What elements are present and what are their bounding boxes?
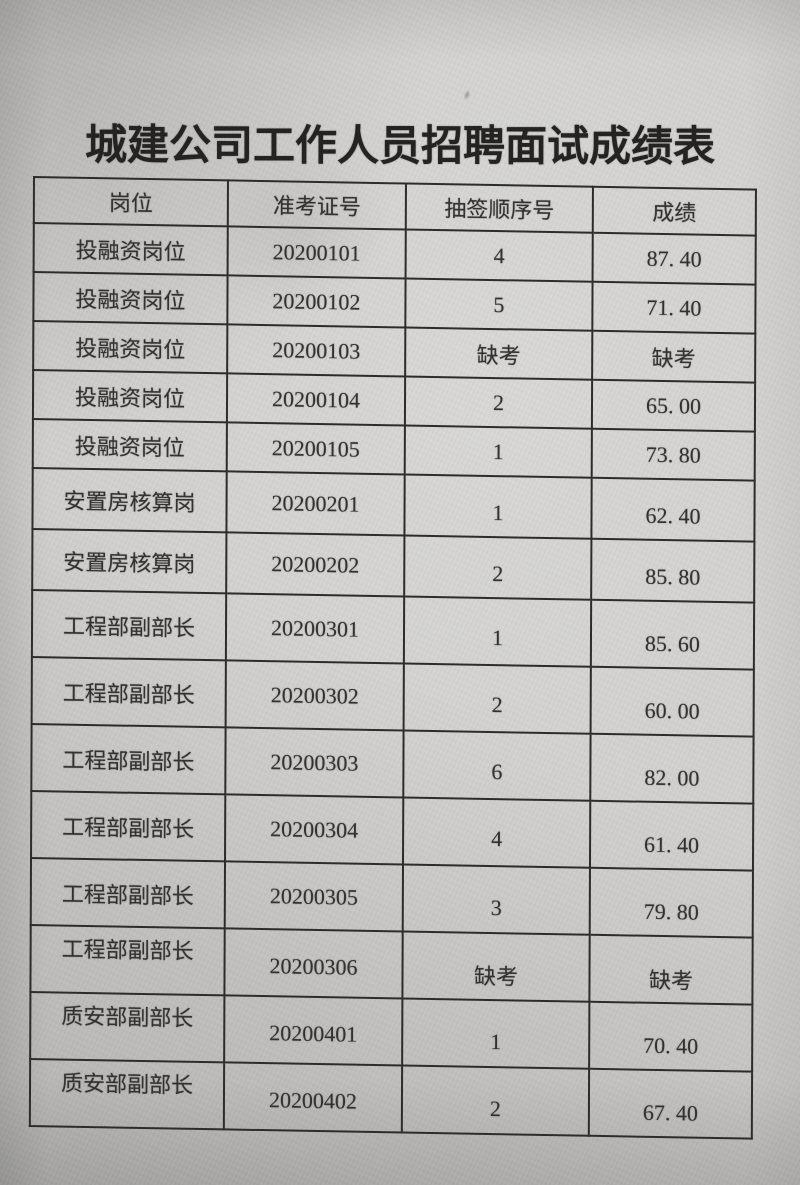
table-cell: 2 (403, 663, 591, 734)
table-cell: 65. 00 (591, 379, 756, 432)
table-cell: 缺考 (592, 330, 756, 383)
table-cell: 20200202 (226, 532, 405, 597)
table-cell: 工程部副部长 (31, 724, 226, 795)
table-cell: 2 (404, 535, 592, 600)
table-cell: 1 (404, 425, 592, 478)
table-row: 工程部副部长 20200302 2 60. 00 (31, 657, 754, 737)
table-cell: 20200306 (224, 928, 403, 999)
column-header: 成绩 (592, 186, 756, 236)
table-cell: 20200303 (225, 727, 404, 798)
table-cell: 工程部副部长 (30, 858, 226, 929)
table-cell: 安置房核算岗 (32, 468, 227, 533)
table-cell: 投融资岗位 (32, 419, 227, 472)
table-cell: 安置房核算岗 (32, 529, 227, 594)
table-cell: 79. 80 (589, 867, 753, 938)
table-cell: 61. 40 (589, 800, 754, 871)
table-cell: 20200302 (225, 660, 404, 731)
score-table-container: 岗位 准考证号 抽签顺序号 成绩 投融资岗位 20200101 4 87. 40 投融资岗位 2… (29, 176, 757, 1140)
table-cell: 62. 40 (591, 477, 755, 542)
interview-score-table: 岗位 准考证号 抽签顺序号 成绩 投融资岗位 20200101 4 87. 40 投融资岗位 2… (29, 176, 757, 1140)
table-cell: 20200401 (224, 995, 403, 1066)
paper-smudge-mark (458, 85, 476, 105)
column-header: 抽签顺序号 (405, 183, 593, 233)
table-cell: 60. 00 (590, 666, 754, 737)
table-cell: 工程部副部长 (31, 590, 227, 661)
page-title: 城建公司工作人员招聘面试成绩表 (84, 123, 716, 171)
table-cell: 缺考 (402, 931, 590, 1002)
table-row: 工程部副部长 20200305 3 79. 80 (30, 858, 753, 938)
table-cell: 20200103 (227, 324, 406, 377)
table-row: 质安部副部长 20200401 1 70. 40 (30, 992, 753, 1072)
table-row: 工程部副部长 20200306 缺考 缺考 (30, 925, 753, 1005)
table-cell: 20200104 (226, 373, 406, 426)
table-cell: 67. 40 (588, 1068, 753, 1139)
table-cell: 6 (403, 730, 591, 801)
table-cell: 85. 80 (591, 538, 755, 603)
table-cell: 4 (402, 797, 591, 868)
table-cell: 82. 00 (590, 733, 754, 804)
table-cell: 工程部副部长 (31, 791, 226, 862)
table-cell: 71. 40 (592, 281, 756, 334)
table-cell: 工程部副部长 (30, 925, 225, 996)
table-cell: 20200304 (225, 794, 404, 865)
table-cell: 20200101 (227, 226, 406, 279)
table-cell: 投融资岗位 (33, 272, 228, 325)
table-cell: 85. 60 (590, 599, 755, 670)
table-cell: 缺考 (589, 934, 753, 1005)
table-cell: 质安部副部长 (29, 1059, 225, 1130)
table-cell: 质安部副部长 (30, 992, 225, 1063)
table-cell: 3 (402, 864, 590, 935)
table-cell: 20200301 (225, 593, 405, 664)
table-cell: 2 (404, 376, 593, 429)
table-cell: 1 (402, 998, 590, 1069)
column-header: 岗位 (33, 177, 228, 227)
table-row: 工程部副部长 20200304 4 61. 40 (31, 791, 754, 871)
table-cell: 1 (404, 474, 592, 539)
table-cell: 20200201 (226, 471, 405, 536)
table-row: 工程部副部长 20200303 6 82. 00 (31, 724, 754, 804)
column-header: 准考证号 (227, 180, 406, 230)
table-cell: 投融资岗位 (33, 321, 228, 374)
table-cell: 4 (405, 229, 593, 282)
table-cell: 缺考 (405, 327, 593, 380)
table-cell: 1 (403, 596, 592, 667)
table-cell: 70. 40 (589, 1001, 753, 1072)
table-cell: 20200402 (223, 1062, 403, 1133)
table-cell: 投融资岗位 (33, 223, 228, 276)
table-cell: 20200102 (227, 275, 406, 328)
table-row: 质安部副部长 20200402 2 67. 40 (29, 1059, 753, 1139)
table-cell: 73. 80 (591, 428, 755, 481)
table-cell: 2 (401, 1065, 590, 1136)
table-cell: 5 (405, 278, 593, 331)
table-cell: 87. 40 (592, 232, 756, 285)
table-row: 工程部副部长 20200301 1 85. 60 (31, 590, 755, 670)
table-cell: 工程部副部长 (31, 657, 226, 728)
table-cell: 20200105 (226, 422, 405, 475)
table-cell: 投融资岗位 (32, 370, 228, 423)
table-cell: 20200305 (224, 861, 403, 932)
